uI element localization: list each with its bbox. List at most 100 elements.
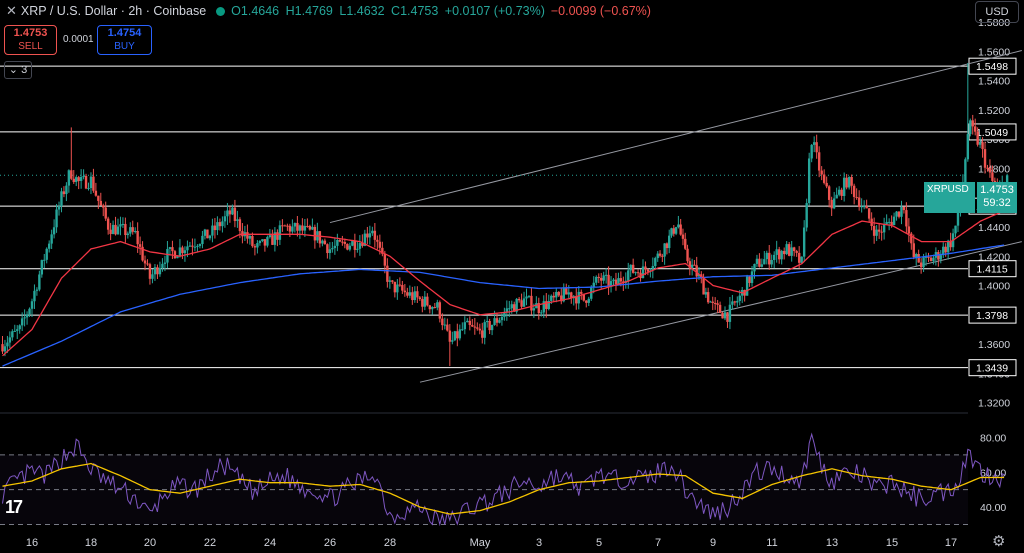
candle-body (939, 255, 942, 260)
candle-body (323, 240, 327, 245)
candle-body (233, 207, 237, 221)
time-tick-label: 9 (710, 537, 716, 549)
candle-body (92, 176, 95, 191)
candle-body (126, 233, 130, 236)
candle-body (772, 254, 776, 260)
candle-body (986, 167, 989, 169)
candle-body (346, 243, 349, 250)
close-icon[interactable]: ✕ (6, 3, 17, 18)
time-tick-label: 13 (826, 537, 838, 549)
candle-body (82, 175, 85, 177)
candle-body (748, 276, 751, 283)
candle-body (827, 186, 831, 200)
buy-button[interactable]: 1.4754 BUY (97, 25, 152, 55)
candle-body (326, 244, 329, 254)
candle-body (845, 177, 848, 188)
candle-body (396, 284, 399, 293)
time-tick-label: 3 (536, 537, 542, 549)
candle-body (378, 241, 382, 248)
level-badge (968, 306, 1017, 324)
candle-body (256, 243, 259, 248)
candle-body (218, 222, 222, 227)
symbol-title[interactable]: XRP / U.S. Dollar · 2h · Coinbase (20, 4, 207, 18)
candle-body (684, 238, 687, 249)
candle-body (847, 177, 851, 188)
candle-body (8, 337, 12, 343)
tradingview-logo[interactable]: 17 (5, 497, 23, 517)
candle-body (193, 246, 197, 248)
candle-body (595, 276, 598, 283)
candle-body (672, 228, 675, 234)
candle-body (510, 304, 513, 309)
open-value: O1.4646 (231, 4, 280, 18)
candle-body (40, 260, 44, 275)
candle-body (704, 292, 708, 295)
candle-body (25, 314, 29, 318)
candle-body (562, 288, 565, 302)
candle-body (278, 225, 282, 240)
candle-body (57, 206, 61, 210)
candle-body (30, 301, 34, 309)
candle-body (443, 324, 447, 326)
candle-body (351, 241, 354, 246)
candle-body (895, 211, 898, 217)
candle-body (456, 331, 459, 339)
candle-body (872, 225, 876, 236)
candle-body (52, 227, 56, 235)
candle-body (381, 247, 384, 254)
candle-body (178, 247, 182, 256)
candle-body (104, 207, 107, 219)
gear-icon[interactable]: ⚙ (992, 533, 1006, 550)
candle-body (522, 298, 526, 307)
candle-body (236, 219, 239, 221)
candle-body (221, 221, 224, 227)
candle-body (413, 291, 417, 301)
candle-body (226, 210, 229, 217)
candle-body (481, 330, 484, 338)
candle-body (690, 264, 694, 269)
candle-body (281, 225, 284, 227)
candle-body (168, 247, 172, 249)
indicators-toggle[interactable]: ⌄ 3 (4, 61, 32, 79)
candle-body (602, 275, 605, 281)
candle-body (348, 245, 352, 250)
candle-body (423, 296, 427, 307)
candle-body (505, 308, 509, 313)
candle-body (890, 221, 893, 226)
candle-body (28, 308, 31, 315)
candle-body (693, 264, 696, 266)
candle-body (565, 288, 568, 295)
spread-value: 0.0001 (63, 34, 94, 45)
candle-body (428, 305, 432, 310)
candle-body (356, 248, 359, 250)
ema-slow-line (2, 244, 1005, 367)
candle-body (306, 225, 309, 227)
price-tick-label: 1.3600 (978, 339, 1010, 351)
candle-body (478, 328, 482, 331)
candle-body (331, 248, 334, 250)
candle-body (988, 167, 992, 173)
candle-body (119, 224, 122, 227)
candle-body (580, 291, 583, 294)
time-tick-label: 15 (886, 537, 898, 549)
high-value: H1.4769 (285, 4, 333, 18)
candle-body (820, 170, 823, 175)
candle-body (862, 206, 866, 208)
candle-body (658, 253, 662, 256)
candle-body (471, 324, 474, 327)
chart-header: ✕ XRP / U.S. Dollar · 2h · Coinbase O1.4… (6, 3, 651, 19)
currency-selector[interactable]: USD (975, 1, 1019, 23)
candle-body (303, 225, 307, 231)
candle-body (338, 240, 342, 242)
sell-button[interactable]: 1.4753 SELL (4, 25, 57, 55)
candle-body (77, 177, 80, 181)
candle-body (311, 226, 314, 230)
candle-body (587, 298, 590, 303)
candle-body (391, 280, 394, 282)
candle-body (555, 291, 558, 298)
candle-body (20, 318, 24, 326)
candle-body (263, 239, 267, 246)
candle-body (318, 231, 322, 244)
rsi-tick-label: 80.00 (980, 432, 1006, 444)
